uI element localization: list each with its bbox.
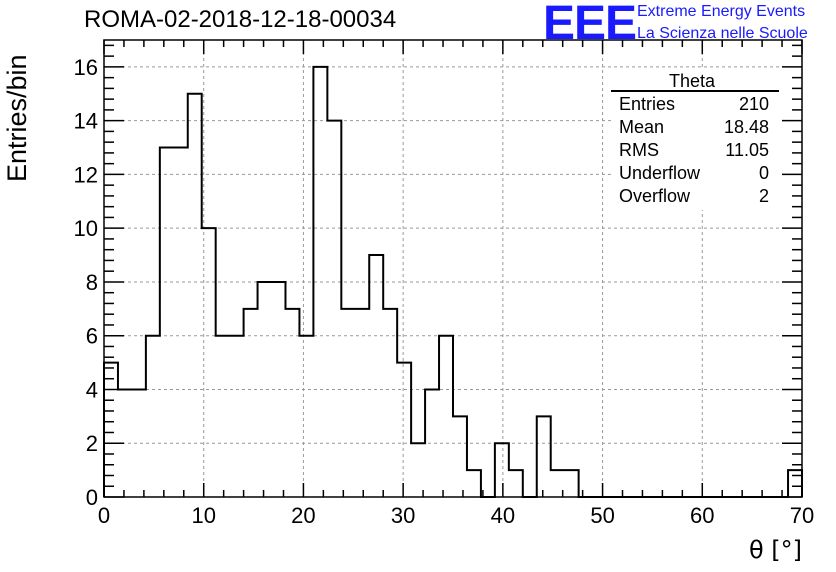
stats-label: Entries: [619, 94, 675, 114]
y-tick-label: 6: [86, 324, 98, 349]
y-tick-label: 14: [74, 109, 98, 134]
y-tick-label: 12: [74, 162, 98, 187]
stats-title: Theta: [669, 71, 716, 91]
y-tick-label: 2: [86, 431, 98, 456]
y-axis-label: Entries/bin: [2, 54, 32, 182]
x-tick-label: 60: [690, 503, 714, 528]
y-tick-label: 16: [74, 55, 98, 80]
stats-label: RMS: [619, 140, 659, 160]
stats-value: 210: [739, 94, 769, 114]
x-tick-label: 0: [98, 503, 110, 528]
y-tick-label: 4: [86, 377, 98, 402]
stats-label: Underflow: [619, 163, 701, 183]
stats-box: Theta Entries 210 Mean 18.48 RMS 11.05 Underfl…: [611, 70, 779, 210]
x-tick-label: 20: [291, 503, 315, 528]
x-tick-label: 30: [391, 503, 415, 528]
stats-value: 0: [759, 163, 769, 183]
axis-ticks: [103, 40, 803, 498]
stats-box-frame: [611, 70, 779, 210]
stats-value: 11.05: [725, 140, 769, 160]
stats-label: Overflow: [619, 186, 691, 206]
y-tick-label: 0: [86, 485, 98, 510]
logo-line-1: Extreme Energy Events: [637, 3, 806, 20]
logo-line-2: La Scienza nelle Scuole: [637, 25, 808, 42]
eee-logo: EEE: [543, 0, 637, 50]
y-tick-label: 8: [86, 270, 98, 295]
x-tick-label: 10: [191, 503, 215, 528]
plot-frame: [103, 39, 803, 498]
y-tick-label: 10: [74, 216, 98, 241]
x-tick-label: 50: [590, 503, 614, 528]
x-axis-label: θ [°]: [749, 536, 802, 564]
run-title: ROMA-02-2018-12-18-00034: [84, 6, 397, 33]
stats-value: 2: [759, 186, 769, 206]
x-tick-label: 70: [790, 503, 814, 528]
x-tick-label: 40: [491, 503, 515, 528]
stats-value: 18.48: [724, 117, 769, 137]
stats-label: Mean: [619, 117, 664, 137]
